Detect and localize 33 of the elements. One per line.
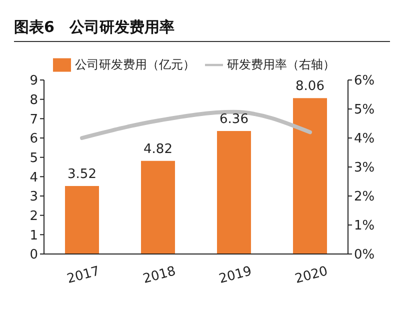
y-tick-label: 9 [30,74,38,89]
y2-tick-label: 4% [354,132,375,147]
y-tick-label: 4 [30,170,38,186]
data-label: 8.06 [296,79,324,94]
y-tick-label: 6 [30,132,38,147]
x-tick-label: 2018 [142,264,178,288]
y2-tick-label: 0% [354,248,375,263]
y-tick-label: 5 [30,150,38,166]
y2-tick-label: 3% [354,160,375,176]
y2-tick-label: 6% [354,74,375,89]
x-tick-label: 2017 [66,264,102,288]
legend-label: 研发费用率（右轴） [227,57,335,72]
bar [293,98,327,254]
y-tick-label: 2 [30,208,38,224]
y-tick-label: 8 [30,92,38,108]
y-tick-label: 0 [30,248,38,263]
bar [141,160,175,254]
x-tick-label: 2020 [294,264,330,288]
y-tick-label: 1 [30,228,38,244]
x-tick-label: 2019 [218,264,254,288]
line-series [80,110,312,140]
chart-title: 图表6 公司研发费用率 [14,18,390,42]
y2-tick-label: 2% [354,190,375,205]
y2-tick-label: 5% [354,102,375,118]
bar [65,186,99,254]
data-label: 6.36 [220,112,248,128]
data-label: 4.82 [144,142,172,157]
y-tick-label: 3 [30,190,38,205]
y2-tick-label: 1% [354,218,375,234]
bar [217,131,251,254]
legend-label: 公司研发费用（亿元） [75,57,195,72]
data-label: 3.52 [68,166,96,182]
y-tick-label: 7 [30,112,38,128]
